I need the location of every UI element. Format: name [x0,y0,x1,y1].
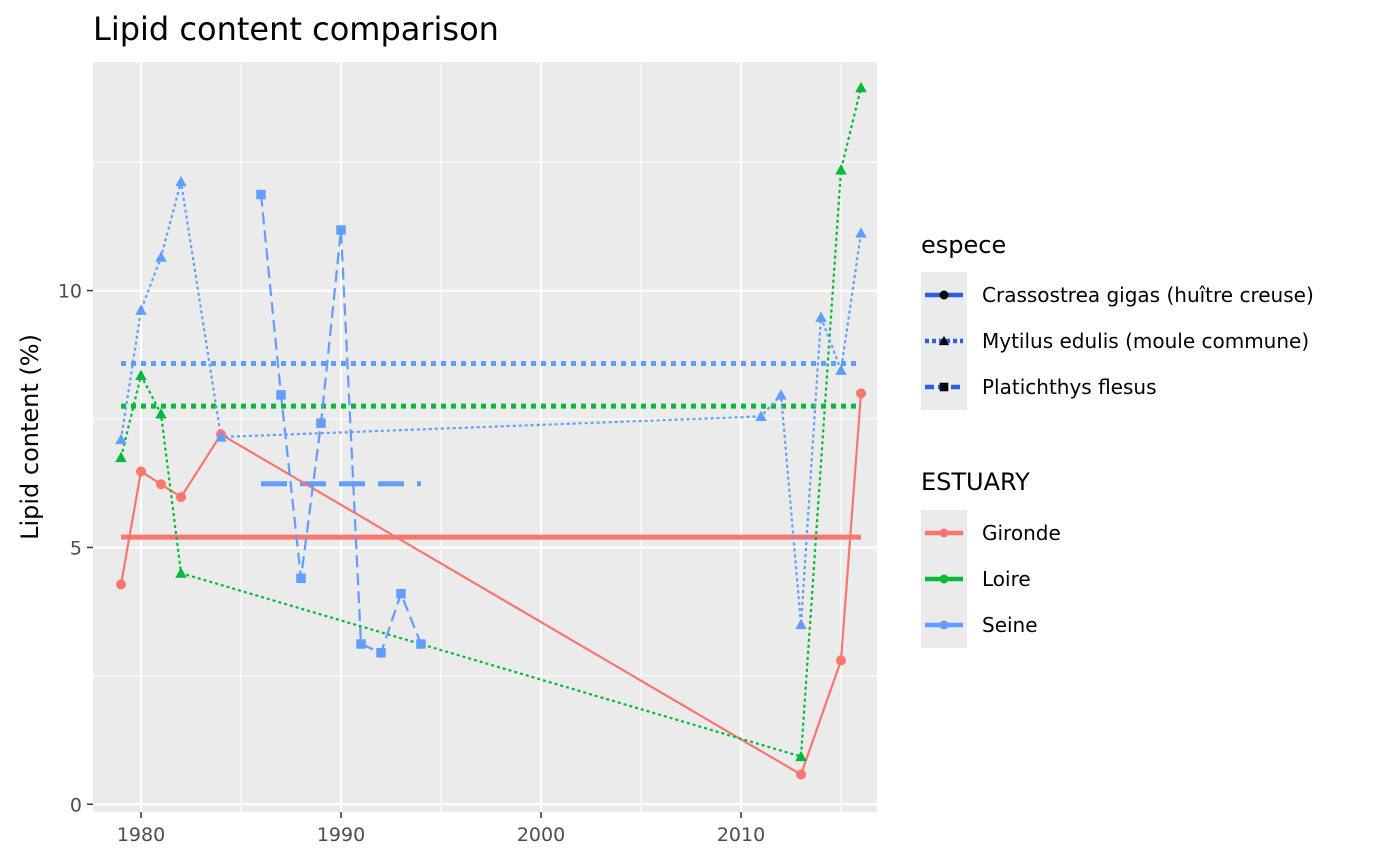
data-point [815,311,827,322]
data-point [256,189,266,200]
x-tick-label: 1990 [317,824,365,846]
data-point [116,579,126,590]
data-point [795,750,807,762]
data-point [835,164,847,175]
data-point [416,639,426,649]
legend-key-square-icon [939,382,949,392]
data-point [135,304,147,315]
legend-title: espece [921,231,1006,259]
legend-key-circle-icon [939,574,949,584]
x-tick-label: 2010 [717,824,765,846]
data-point [836,655,846,666]
x-tick-label: 1980 [117,824,165,846]
data-point [175,175,187,187]
major-gridlines [93,62,877,812]
data-point [775,389,787,400]
data-point [396,588,406,599]
data-point [175,567,187,578]
data-point [336,225,346,235]
legend: espece Crassostrea gigas (huître creuse) M… [921,231,1314,648]
data-point [835,364,847,375]
legend-label: Loire [982,567,1031,591]
data-point [115,451,127,463]
y-axis-title: Lipid content (%) [16,334,44,540]
plot-panel [93,62,877,812]
legend-label: Mytilus edulis (moule commune) [982,329,1309,353]
data-point [155,251,167,262]
legend-key-triangle-icon [938,335,950,346]
y-tick-label: 0 [70,794,82,816]
data-point [795,618,807,630]
data-point [796,769,806,780]
minor-gridlines [93,62,877,812]
axes: 1980 1990 2000 2010 0 5 10 [58,281,765,846]
legend-label: Seine [982,613,1038,637]
chart-title: Lipid content comparison [93,10,499,48]
data-point [316,418,326,428]
legend-label: Gironde [982,521,1061,545]
data-point [136,466,146,477]
data-point [856,388,866,399]
data-point [755,410,767,422]
legend-label: Crassostrea gigas (huître creuse) [982,283,1314,307]
legend-key-circle-icon [939,528,949,538]
data-point [115,433,127,445]
legend-title: ESTUARY [921,468,1030,496]
data-point [855,81,867,93]
data-point [855,227,867,238]
data-point [155,408,167,419]
y-tick-label: 10 [58,281,82,303]
legend-key-circle-icon [939,290,949,300]
data-point [135,369,147,380]
y-tick-label: 5 [70,537,82,559]
data-point [156,479,166,490]
data-points [115,81,867,780]
data-point [176,492,186,503]
data-point [296,573,306,584]
legend-label: Platichthys flesus [982,375,1157,399]
legend-key-circle-icon [939,620,949,630]
data-point [276,390,286,400]
data-point [376,648,386,658]
mean-lines [121,361,861,540]
x-tick-label: 2000 [517,824,565,846]
series-line-seine [259,194,423,654]
data-point [356,639,366,649]
data-point [215,431,227,442]
